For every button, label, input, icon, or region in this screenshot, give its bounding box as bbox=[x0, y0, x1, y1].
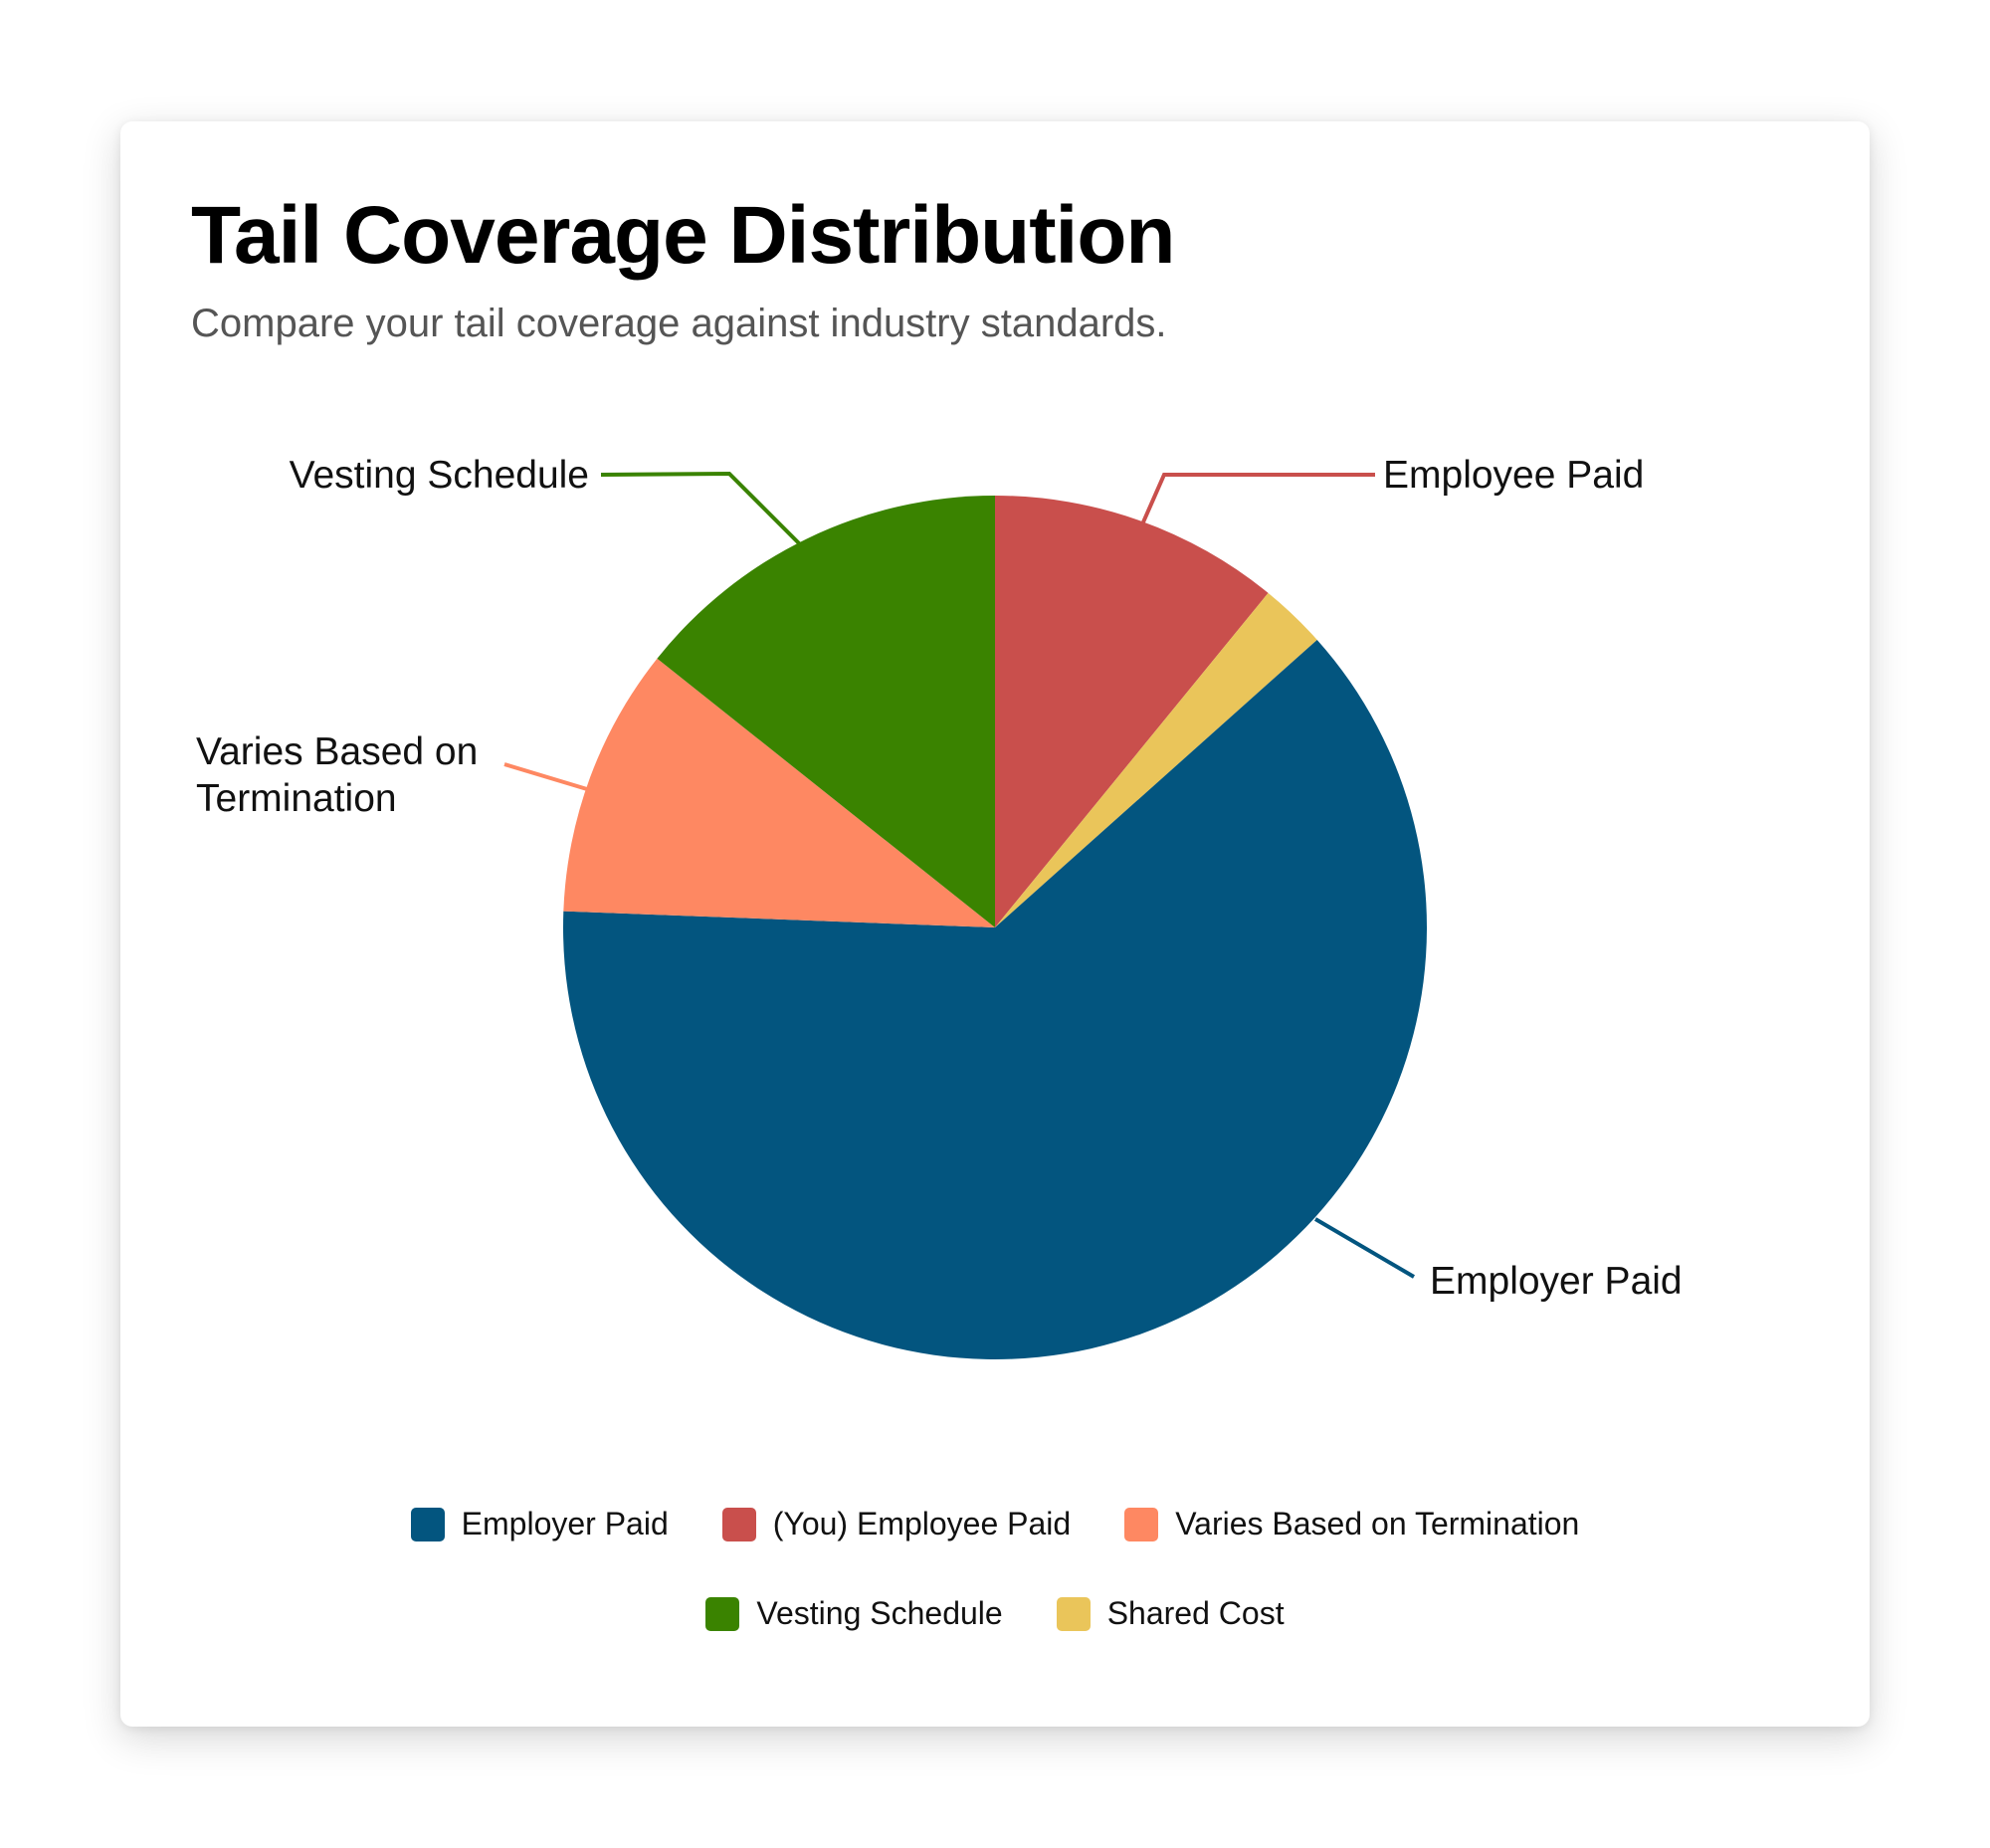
legend-label: Shared Cost bbox=[1106, 1595, 1285, 1631]
callout-label-vesting: Vesting Schedule bbox=[290, 454, 589, 497]
callout-label-varies-line2: Termination bbox=[196, 777, 397, 820]
callout-line-employee bbox=[1140, 473, 1375, 525]
callout-label-varies-line1: Varies Based on bbox=[196, 730, 478, 773]
pie-slice-vesting[interactable] bbox=[657, 496, 995, 927]
legend-label: (You) Employee Paid bbox=[772, 1506, 1072, 1541]
legend-row-2: Vesting Schedule Shared Cost bbox=[0, 1595, 1990, 1632]
legend-item-employer-paid[interactable]: Employer Paid bbox=[410, 1506, 669, 1542]
callout-label-employer: Employer Paid bbox=[1430, 1260, 1683, 1303]
callout-line-varies bbox=[503, 762, 588, 791]
legend-item-varies[interactable]: Varies Based on Termination bbox=[1124, 1506, 1579, 1542]
legend-item-vesting[interactable]: Vesting Schedule bbox=[705, 1595, 1003, 1632]
legend-swatch-icon bbox=[1124, 1507, 1159, 1541]
chart-title: Tail Coverage Distribution bbox=[191, 190, 1176, 281]
legend-item-employee-paid[interactable]: (You) Employee Paid bbox=[721, 1506, 1072, 1542]
pie-slice-varies[interactable] bbox=[563, 658, 995, 927]
callout-label-employee: Employee Paid bbox=[1383, 454, 1644, 497]
legend-item-shared-cost[interactable]: Shared Cost bbox=[1056, 1595, 1285, 1632]
pie-slice-employer[interactable] bbox=[563, 639, 1428, 1359]
legend-swatch-icon bbox=[721, 1507, 756, 1541]
legend-swatch-icon bbox=[705, 1596, 740, 1631]
pie-slice-shared[interactable] bbox=[995, 592, 1317, 927]
legend-swatch-icon bbox=[1056, 1596, 1091, 1631]
legend-row-1: Employer Paid (You) Employee Paid Varies… bbox=[0, 1506, 1990, 1542]
callout-line-employer bbox=[1313, 1217, 1416, 1279]
legend-label: Vesting Schedule bbox=[756, 1595, 1003, 1631]
legend-label: Employer Paid bbox=[461, 1506, 669, 1541]
legend-swatch-icon bbox=[410, 1507, 445, 1541]
pie-slices bbox=[563, 496, 1428, 1359]
chart-subtitle: Compare your tail coverage against indus… bbox=[191, 302, 1167, 345]
legend-label: Varies Based on Termination bbox=[1175, 1506, 1580, 1541]
pie-slice-employee[interactable] bbox=[995, 496, 1269, 927]
callout-line-vesting bbox=[600, 471, 804, 548]
